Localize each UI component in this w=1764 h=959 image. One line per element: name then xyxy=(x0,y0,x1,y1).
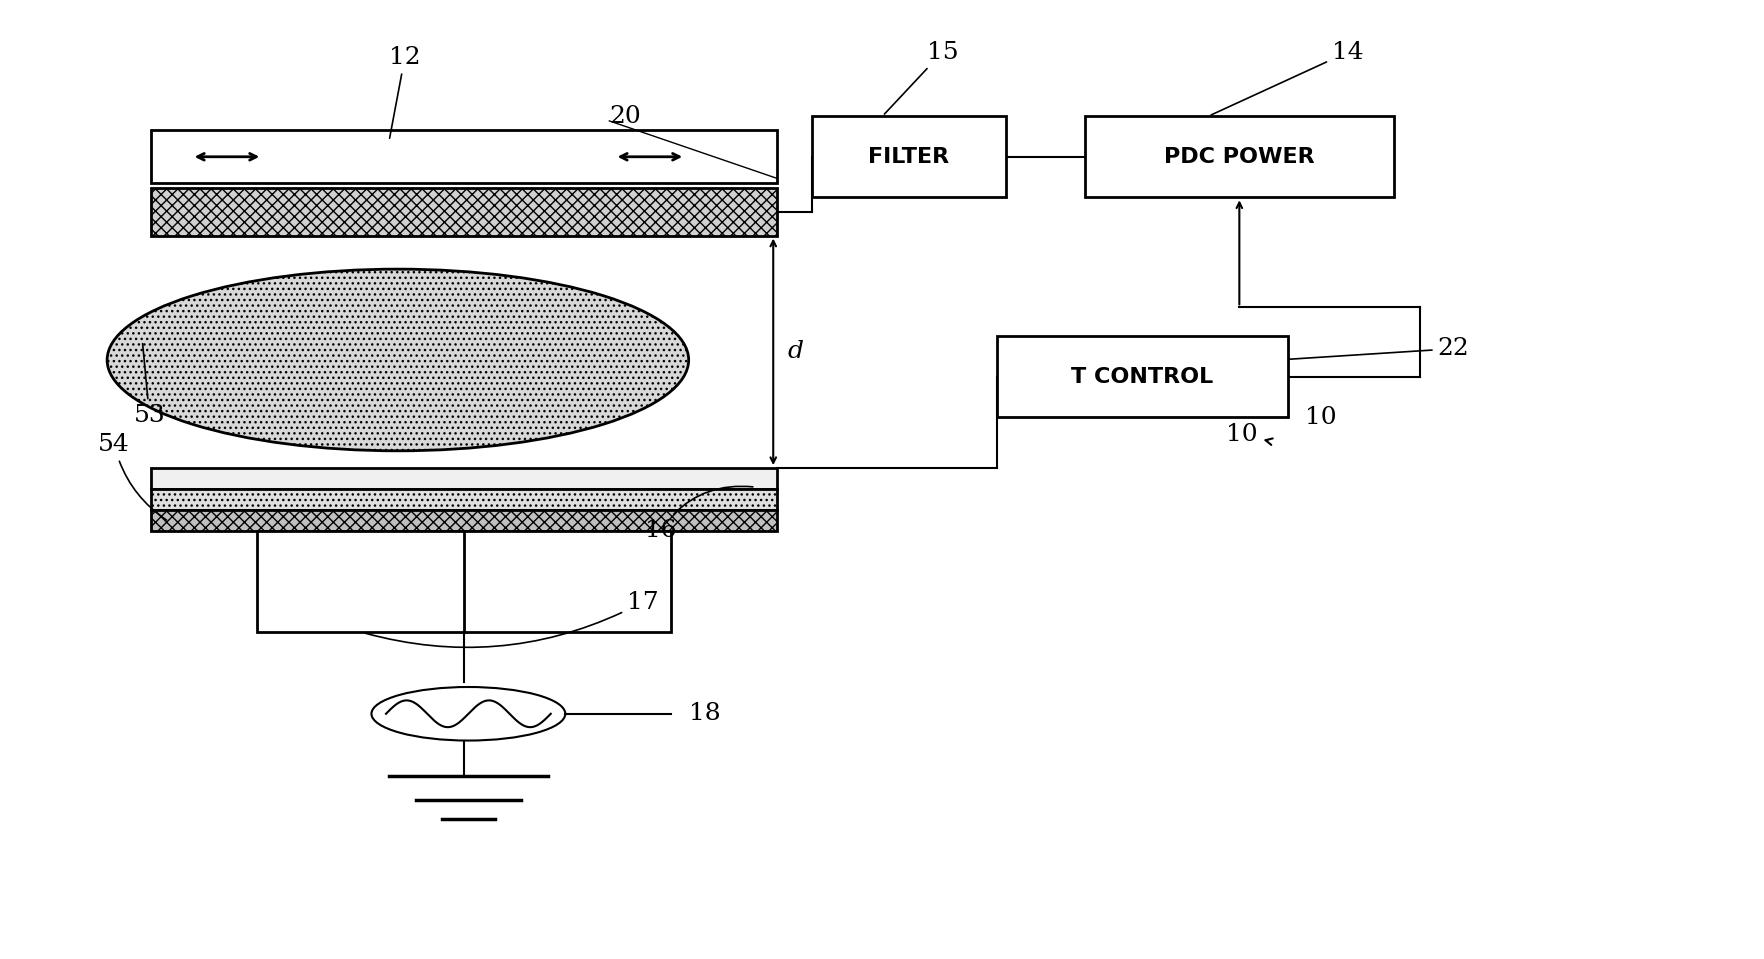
Bar xyxy=(152,510,776,531)
Text: 17: 17 xyxy=(365,591,658,647)
Text: 20: 20 xyxy=(609,105,640,128)
Text: 12: 12 xyxy=(388,45,420,138)
Bar xyxy=(811,116,1005,198)
Text: 53: 53 xyxy=(134,343,166,427)
Bar xyxy=(152,489,776,510)
Ellipse shape xyxy=(108,269,688,451)
Text: PDC POWER: PDC POWER xyxy=(1164,147,1314,167)
Bar xyxy=(258,531,670,633)
Text: 14: 14 xyxy=(1210,41,1364,115)
Text: 22: 22 xyxy=(1272,338,1468,361)
Bar xyxy=(152,468,776,489)
Text: 15: 15 xyxy=(884,41,958,114)
Text: FILTER: FILTER xyxy=(868,147,949,167)
Bar xyxy=(997,336,1288,417)
Text: 54: 54 xyxy=(99,433,166,520)
Text: T CONTROL: T CONTROL xyxy=(1071,366,1214,386)
Text: 10: 10 xyxy=(1226,423,1272,446)
Bar xyxy=(152,188,776,236)
Text: 10: 10 xyxy=(1305,406,1337,429)
Bar xyxy=(152,130,776,183)
Bar xyxy=(1085,116,1394,198)
Text: 18: 18 xyxy=(688,702,720,725)
Text: 16: 16 xyxy=(644,486,753,542)
Text: d: d xyxy=(787,340,803,363)
Ellipse shape xyxy=(370,687,564,740)
